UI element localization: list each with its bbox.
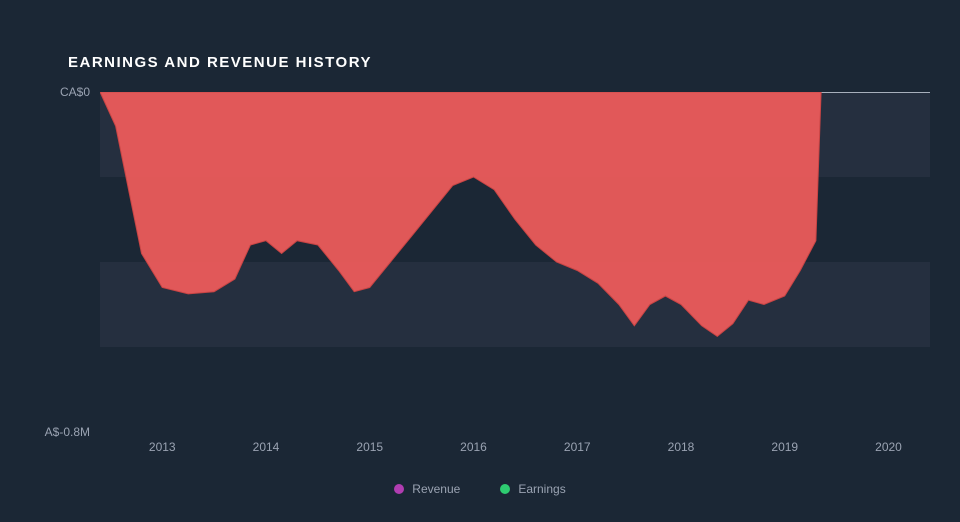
legend-item-earnings: Earnings (500, 482, 565, 496)
area-series-earnings (100, 92, 930, 432)
x-tick-2014: 2014 (246, 440, 286, 454)
legend-label-earnings: Earnings (518, 482, 565, 496)
x-tick-2019: 2019 (765, 440, 805, 454)
x-tick-2016: 2016 (454, 440, 494, 454)
chart-title: EARNINGS AND REVENUE HISTORY (68, 54, 372, 71)
y-tick-1: A$-0.8M (10, 425, 90, 439)
chart-plot-area: CA$0 A$-0.8M (100, 92, 930, 432)
x-tick-2018: 2018 (661, 440, 701, 454)
legend-item-revenue: Revenue (394, 482, 460, 496)
y-tick-0: CA$0 (10, 85, 90, 99)
x-tick-2013: 2013 (142, 440, 182, 454)
legend-swatch-revenue (394, 484, 404, 494)
x-tick-2020: 2020 (869, 440, 909, 454)
legend-label-revenue: Revenue (412, 482, 460, 496)
x-tick-2017: 2017 (557, 440, 597, 454)
legend-swatch-earnings (500, 484, 510, 494)
chart-legend: Revenue Earnings (0, 482, 960, 496)
x-tick-2015: 2015 (350, 440, 390, 454)
